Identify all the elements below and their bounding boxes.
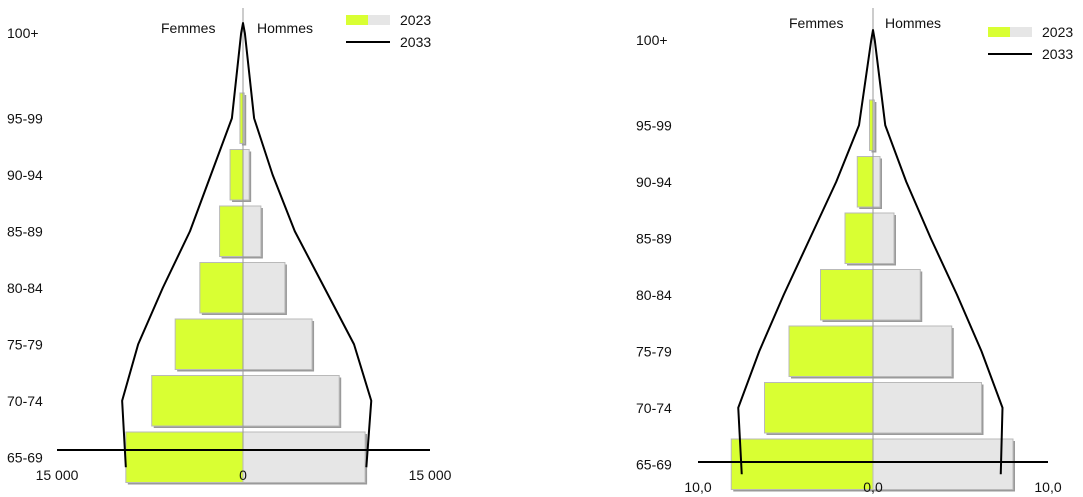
bar-hommes-2023 [242, 431, 366, 483]
bar-femmes-2023 [844, 212, 874, 264]
x-tick-label: 0 [239, 467, 247, 483]
legend: 2023 2033 [988, 24, 1073, 62]
bar-femmes-2023 [219, 205, 244, 257]
pyramid-chart-2: 65-69 70-74 75-79 80-84 85-89 90-94 95-99 100+ 1… [636, 8, 1073, 495]
bar-femmes-2023 [788, 325, 874, 377]
bar-hommes-2023 [872, 156, 881, 208]
bar-hommes-2023 [872, 382, 982, 434]
category-label: 85-89 [636, 230, 672, 246]
bar-hommes-2023 [242, 375, 340, 427]
category-label: 95-99 [636, 117, 672, 133]
right-side-label: Hommes [885, 15, 941, 31]
bar-femmes-2023 [730, 438, 874, 490]
x-tick-label: 15 000 [409, 467, 452, 483]
legend-label-2023: 2023 [1042, 24, 1073, 40]
category-label: 90-94 [636, 174, 672, 190]
legend-swatch-hommes [1010, 27, 1032, 37]
category-label: 65-69 [636, 456, 672, 472]
line-2033 [121, 22, 373, 468]
category-label: 70-74 [7, 393, 43, 409]
category-label: 95-99 [7, 110, 43, 126]
bar-femmes-2023 [820, 269, 874, 321]
bar-femmes-2023 [869, 99, 874, 151]
legend-label-2033: 2033 [1042, 46, 1073, 62]
bar-femmes-2023 [174, 318, 244, 370]
bar-hommes-2023 [242, 318, 313, 370]
category-label: 80-84 [7, 280, 43, 296]
category-label: 70-74 [636, 400, 672, 416]
line-2033 [737, 29, 1004, 475]
category-label: 90-94 [7, 167, 43, 183]
bar-femmes-2023 [151, 375, 244, 427]
x-tick-label: 10,0 [1034, 479, 1061, 495]
legend-label-2023: 2023 [400, 12, 431, 28]
x-tick-label: 0,0 [863, 479, 883, 495]
bar-shadow [245, 95, 247, 146]
legend: 2023 2033 [346, 12, 431, 50]
x-tick-label: 15 000 [36, 467, 79, 483]
x-tick-label: 10,0 [684, 479, 711, 495]
pyramid-chart-1: 65-69 70-74 75-79 80-84 85-89 90-94 95-99 100+ 1… [7, 8, 452, 485]
legend-swatch-femmes [988, 27, 1010, 37]
bar-hommes-2023 [872, 438, 1014, 490]
legend-swatch-femmes [346, 15, 368, 25]
bar-shadow [875, 102, 877, 153]
bar-femmes-2023 [199, 262, 244, 314]
left-side-label: Femmes [789, 15, 843, 31]
category-label: 75-79 [7, 336, 43, 352]
bar-hommes-2023 [242, 262, 286, 314]
category-label: 85-89 [7, 223, 43, 239]
legend-swatch-hommes [368, 15, 390, 25]
bar-hommes-2023 [872, 269, 921, 321]
category-label: 65-69 [7, 449, 43, 465]
bar-femmes-2023 [856, 156, 874, 208]
bar-hommes-2023 [242, 205, 262, 257]
bar-femmes-2023 [125, 431, 244, 483]
left-side-label: Femmes [161, 20, 215, 36]
bar-hommes-2023 [242, 149, 250, 201]
category-label: 80-84 [636, 287, 672, 303]
bar-hommes-2023 [872, 212, 895, 264]
category-label: 100+ [7, 25, 39, 41]
legend-label-2033: 2033 [400, 34, 431, 50]
bar-femmes-2023 [229, 149, 244, 201]
bar-hommes-2023 [872, 325, 953, 377]
right-side-label: Hommes [257, 20, 313, 36]
category-label: 100+ [636, 32, 668, 48]
bar-femmes-2023 [764, 382, 874, 434]
category-label: 75-79 [636, 343, 672, 359]
